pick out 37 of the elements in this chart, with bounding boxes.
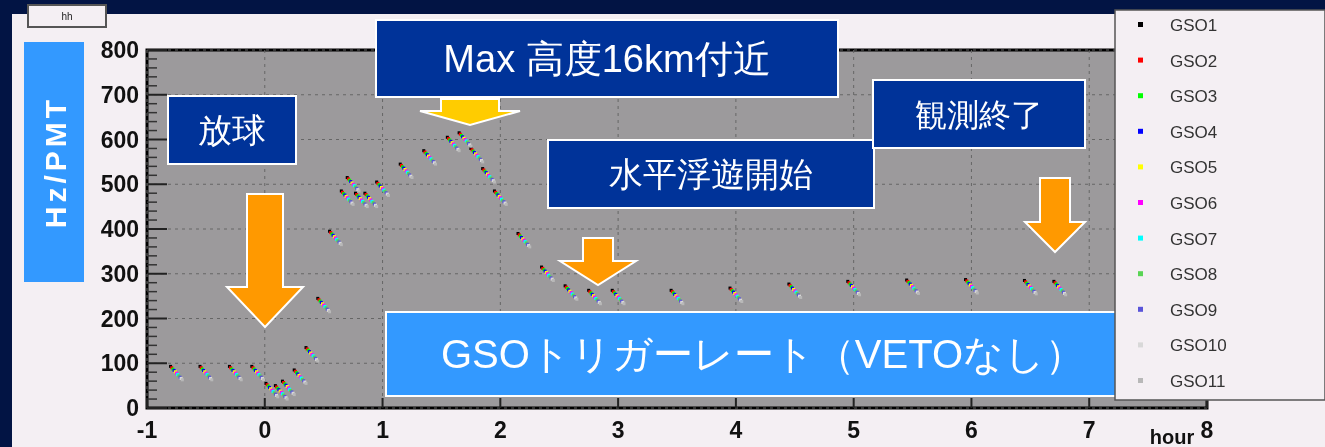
legend-label: GSO9 [1170,300,1218,320]
x-tick-label: 8 [1200,417,1214,443]
y-tick-label: 200 [100,305,139,332]
legend-label: GSO4 [1170,122,1218,142]
x-tick-label: 0 [258,417,272,443]
x-tick-label: 5 [847,417,861,443]
x-tick-label: 4 [729,417,743,443]
text: hh [61,10,73,22]
annotation: 放球 [198,111,266,150]
y-tick-label: 500 [100,171,139,198]
legend-label: GSO3 [1170,87,1218,107]
legend-label: GSO11 [1170,372,1226,391]
x-tick-label: 3 [611,417,625,443]
x-tick-label: 7 [1082,417,1096,443]
x-tick-label: 6 [965,417,978,443]
y-tick-label: 0 [126,395,139,421]
x-tick-label: 2 [493,417,507,443]
legend-label: GSO2 [1170,51,1218,71]
legend-label: GSO1 [1170,16,1218,35]
legend-label: GSO6 [1170,194,1218,213]
x-tick-label: 1 [376,417,390,443]
y-tick-label: 100 [100,350,139,377]
legend-label: GSO5 [1170,158,1218,178]
annotation: 水平浮遊開始 [609,155,813,194]
legend-label: GSO7 [1170,229,1218,249]
annotation: GSOトリガーレート（VETOなし） [440,332,1086,377]
x-tick-label: -1 [136,417,158,443]
y-tick-label: 600 [100,126,139,153]
y-axis-title: Hz/PMT [39,95,72,229]
y-tick-label: 700 [100,81,139,108]
y-tick-label: 300 [100,260,139,287]
legend-label: GSO8 [1170,265,1218,285]
annotation: Max 高度16km付近 [443,38,771,81]
legend-label: GSO10 [1170,336,1227,356]
x-axis-title: hour [1149,426,1195,447]
y-tick-label: 800 [100,37,139,63]
y-tick-label: 400 [100,216,139,242]
